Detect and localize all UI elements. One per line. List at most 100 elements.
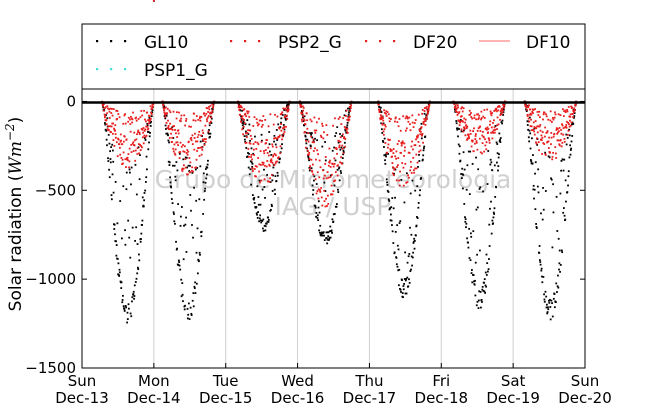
df20-point [166,112,168,115]
df20-point [543,111,546,114]
df20-point [199,119,202,122]
df20-point [331,163,334,166]
df20-point [175,117,178,120]
gl10-point [483,290,486,293]
df20-point [182,167,185,170]
gl10-point [174,175,177,178]
df20-point [115,109,118,112]
df20-point [103,103,105,105]
legend-marker-gl10 [96,40,127,43]
df20-point [467,137,470,140]
df20-point [493,119,495,122]
df20-point [149,119,152,122]
gl10-point [532,184,535,187]
df20-point [545,113,547,116]
df20-point [324,156,327,158]
df20-point [332,165,335,168]
gl10-point [111,143,114,146]
df20-point [497,123,500,126]
gl10-point [315,215,317,218]
x-tick-date-7: Dec-20 [558,389,612,407]
df20-point [485,141,488,144]
df20-point [546,131,549,134]
plot-area [101,0,578,324]
df20-point [259,150,262,152]
gl10-point [144,139,147,141]
df20-point [308,153,310,156]
df20-point [183,164,185,167]
df20-point [189,171,191,173]
gl10-point [258,217,261,220]
gl10-point [190,314,193,316]
gl10-point [277,123,280,126]
df20-point [146,125,149,128]
df20-point [246,110,249,113]
df20-point [262,115,265,117]
df20-point [148,114,150,117]
gl10-point [572,123,575,125]
df20-point [181,167,184,170]
df20-point [185,152,188,154]
df20-point [146,111,149,114]
gl10-point [170,191,173,194]
gl10-point [109,158,112,160]
gl10-point [108,142,111,145]
df20-point [490,126,493,129]
gl10-point [564,179,567,182]
df20-point [203,112,206,115]
gl10-point [193,186,195,189]
gl10-point [348,107,351,110]
gl10-point [533,188,536,191]
gl10-point [121,301,124,304]
df20-point [392,166,394,169]
gl10-point [348,111,350,114]
df20-point [303,118,305,121]
gl10-point [123,308,126,311]
gl10-point [248,152,250,155]
gl10-point [189,164,191,167]
gl10-point [278,161,281,164]
df20-point [192,170,194,173]
gl10-point [192,292,195,294]
gl10-point [494,196,497,198]
df20-point [409,129,412,132]
gl10-point [203,190,206,192]
gl10-point [196,272,199,275]
df20-point [462,107,465,110]
df20-point [545,115,548,118]
gl10-point [120,281,123,284]
gl10-point [385,155,387,158]
df20-point [148,120,151,123]
df20-point [423,120,425,123]
df20-point [382,130,385,133]
df20-point [343,137,346,139]
gl10-point [476,300,479,303]
df20-point [112,122,115,125]
df20-point [252,148,255,151]
df20-point [456,104,459,107]
gl10-point [411,264,413,267]
gl10-point [549,306,552,308]
df20-point [277,135,280,138]
df20-point [381,123,384,126]
df20-point [163,109,165,112]
df20-point [316,171,319,174]
df20-point [276,115,279,118]
gl10-point [125,306,127,309]
df20-point [125,138,128,141]
gl10-point [241,124,244,127]
gl10-point [525,110,528,113]
df20-point [488,139,491,142]
gl10-point [403,278,406,280]
df20-point [480,117,483,120]
gl10-point [193,285,196,288]
gl10-point [384,162,387,165]
df20-point [546,130,549,133]
gl10-point [321,231,323,234]
df20-point [270,160,272,163]
df20-point [162,103,164,106]
df20-point [546,141,548,144]
gl10-point [136,243,139,245]
gl10-point [330,229,333,232]
df20-point [180,117,183,120]
